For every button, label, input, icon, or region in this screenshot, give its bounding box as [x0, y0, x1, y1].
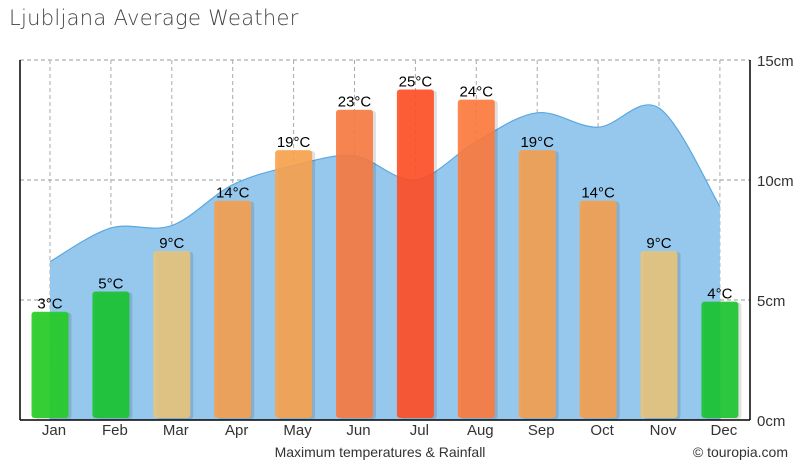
- bar-value-label: 23°C: [338, 94, 372, 111]
- x-tick-label: Oct: [590, 422, 614, 439]
- credit-text: © touropia.com: [693, 444, 788, 460]
- temperature-bar: [640, 251, 678, 418]
- y-tick-label: 5cm: [757, 293, 785, 310]
- x-tick-label: Nov: [650, 422, 677, 439]
- x-tick-label: Jul: [410, 422, 429, 439]
- temperature-bar: [31, 311, 69, 418]
- chart-title: Ljubljana Average Weather: [9, 6, 299, 30]
- temperature-bar: [336, 109, 373, 418]
- bar-value-label: 5°C: [98, 276, 123, 293]
- temperature-bar: [579, 200, 617, 418]
- temperature-bar: [396, 89, 434, 418]
- bar-value-label: 4°C: [707, 286, 732, 303]
- temperature-bar: [275, 150, 313, 418]
- temperature-bar: [701, 301, 739, 418]
- x-tick-label: Dec: [711, 422, 738, 439]
- bar-value-label: 25°C: [399, 74, 433, 91]
- bar-value-label: 24°C: [460, 84, 494, 101]
- bar-value-label: 19°C: [277, 134, 311, 151]
- temperature-bar: [92, 291, 130, 418]
- x-tick-label: Jan: [42, 422, 66, 439]
- temperature-bar: [214, 200, 252, 418]
- x-tick-label: Mar: [163, 422, 189, 439]
- bar-value-label: 9°C: [646, 235, 671, 252]
- y-tick-label: 0cm: [757, 413, 785, 430]
- bar-value-label: 3°C: [37, 296, 62, 313]
- x-tick-label: Aug: [467, 422, 494, 439]
- temperature-bar: [518, 150, 556, 418]
- x-axis-label: Maximum temperatures & Rainfall: [275, 444, 486, 460]
- x-tick-label: Feb: [102, 422, 128, 439]
- x-tick-label: Jun: [346, 422, 370, 439]
- x-tick-label: May: [283, 422, 312, 439]
- bar-value-label: 19°C: [520, 134, 554, 151]
- temperature-bar: [457, 99, 495, 418]
- temperature-bar: [153, 251, 191, 418]
- y-tick-label: 15cm: [757, 53, 794, 70]
- y-tick-label: 10cm: [757, 173, 794, 190]
- bar-value-label: 14°C: [216, 185, 250, 202]
- x-tick-label: Apr: [225, 422, 248, 439]
- x-tick-label: Sep: [528, 422, 555, 439]
- bar-value-label: 9°C: [159, 235, 184, 252]
- bar-value-label: 14°C: [581, 185, 615, 202]
